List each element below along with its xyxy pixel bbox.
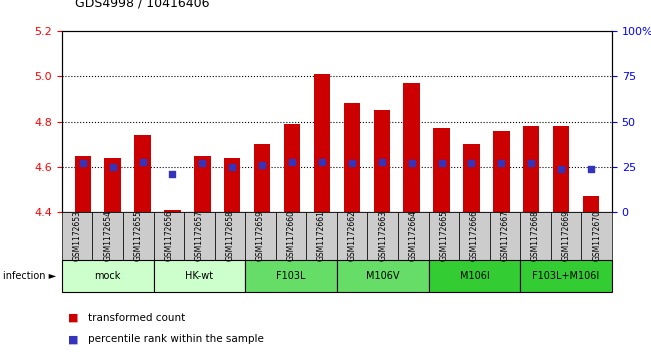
- Text: GSM1172657: GSM1172657: [195, 211, 204, 261]
- Bar: [164, 210, 181, 212]
- Text: infection ►: infection ►: [3, 271, 57, 281]
- Point: [77, 160, 88, 166]
- Bar: [194, 156, 210, 212]
- Point: [496, 160, 506, 166]
- Bar: [493, 131, 510, 212]
- Bar: [434, 129, 450, 212]
- Text: GSM1172666: GSM1172666: [470, 211, 479, 261]
- Text: F103L+M106I: F103L+M106I: [533, 271, 600, 281]
- Bar: [134, 135, 151, 212]
- Point: [556, 166, 566, 172]
- Point: [197, 160, 208, 166]
- Bar: [553, 126, 570, 212]
- Bar: [344, 103, 360, 212]
- Bar: [224, 158, 240, 212]
- Text: HK-wt: HK-wt: [186, 271, 214, 281]
- Text: GDS4998 / 10416406: GDS4998 / 10416406: [75, 0, 210, 9]
- Text: GSM1172668: GSM1172668: [531, 211, 540, 261]
- Text: GSM1172670: GSM1172670: [592, 211, 601, 261]
- Bar: [404, 83, 420, 212]
- Text: GSM1172669: GSM1172669: [562, 211, 570, 261]
- Text: GSM1172654: GSM1172654: [104, 211, 112, 261]
- Text: GSM1172664: GSM1172664: [409, 211, 418, 261]
- Text: mock: mock: [94, 271, 121, 281]
- Text: M106I: M106I: [460, 271, 490, 281]
- Point: [526, 160, 536, 166]
- Bar: [284, 124, 300, 212]
- Text: GSM1172661: GSM1172661: [317, 211, 326, 261]
- Point: [436, 160, 447, 166]
- Text: GSM1172667: GSM1172667: [501, 211, 510, 261]
- Bar: [314, 74, 330, 212]
- Text: GSM1172665: GSM1172665: [439, 211, 449, 261]
- Text: GSM1172656: GSM1172656: [164, 211, 173, 261]
- Text: GSM1172663: GSM1172663: [378, 211, 387, 261]
- Point: [466, 160, 477, 166]
- Point: [287, 159, 298, 164]
- Text: GSM1172658: GSM1172658: [225, 211, 234, 261]
- Text: M106V: M106V: [366, 271, 400, 281]
- Bar: [254, 144, 270, 212]
- Bar: [75, 156, 91, 212]
- Bar: [374, 110, 390, 212]
- Point: [406, 160, 417, 166]
- Text: GSM1172659: GSM1172659: [256, 211, 265, 261]
- Point: [227, 164, 238, 170]
- Point: [137, 159, 148, 164]
- Text: F103L: F103L: [276, 271, 306, 281]
- Text: GSM1172653: GSM1172653: [73, 211, 81, 261]
- Bar: [104, 158, 121, 212]
- Text: GSM1172660: GSM1172660: [286, 211, 296, 261]
- Bar: [464, 144, 480, 212]
- Bar: [523, 126, 540, 212]
- Point: [586, 166, 596, 172]
- Point: [346, 160, 357, 166]
- Point: [107, 164, 118, 170]
- Text: ■: ■: [68, 334, 79, 344]
- Text: percentile rank within the sample: percentile rank within the sample: [88, 334, 264, 344]
- Text: transformed count: transformed count: [88, 313, 185, 323]
- Point: [257, 162, 268, 168]
- Point: [167, 171, 178, 177]
- Point: [317, 159, 327, 164]
- Text: GSM1172655: GSM1172655: [133, 211, 143, 261]
- Text: ■: ■: [68, 313, 79, 323]
- Text: GSM1172662: GSM1172662: [348, 211, 357, 261]
- Point: [376, 159, 387, 164]
- Bar: [583, 196, 599, 212]
